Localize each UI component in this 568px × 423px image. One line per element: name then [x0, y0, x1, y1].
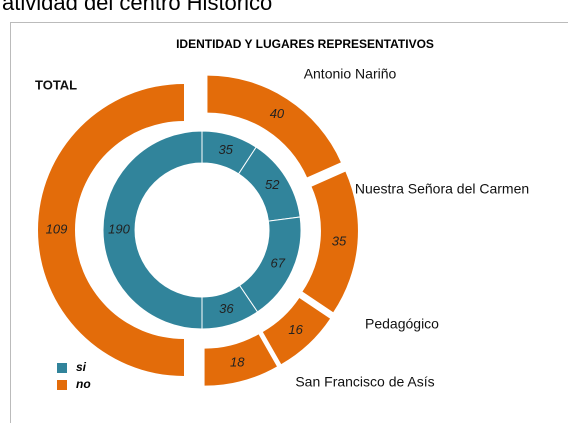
value-label: 16 [288, 322, 303, 337]
value-label: 190 [108, 221, 130, 236]
heading: atividad del centro Histórico [2, 0, 272, 15]
segment [302, 171, 358, 313]
segment [207, 75, 341, 178]
value-label: 52 [265, 177, 280, 192]
legend-swatch [57, 363, 67, 373]
category-label: Antonio Nariño [304, 66, 397, 82]
legend-label: si [76, 360, 87, 374]
value-label: 67 [270, 255, 285, 270]
category-label: San Francisco de Asís [295, 374, 434, 390]
legend-swatch [57, 380, 67, 390]
value-label: 40 [270, 106, 285, 121]
category-label: TOTAL [35, 77, 77, 92]
value-label: 18 [230, 354, 245, 369]
legend-label: no [76, 377, 91, 391]
chart-title: IDENTIDAD Y LUGARES REPRESENTATIVOS [176, 37, 434, 51]
value-label: 35 [218, 142, 233, 157]
chart-frame [10, 22, 568, 423]
value-label: 36 [219, 301, 234, 316]
category-label: Pedagógico [365, 316, 439, 332]
value-label: 109 [46, 221, 68, 236]
segment [204, 334, 277, 386]
segment [102, 130, 203, 330]
value-label: 35 [332, 233, 347, 248]
segment [262, 298, 331, 365]
segment [38, 84, 184, 376]
category-label: Nuestra Señora del Carmen [355, 181, 529, 197]
